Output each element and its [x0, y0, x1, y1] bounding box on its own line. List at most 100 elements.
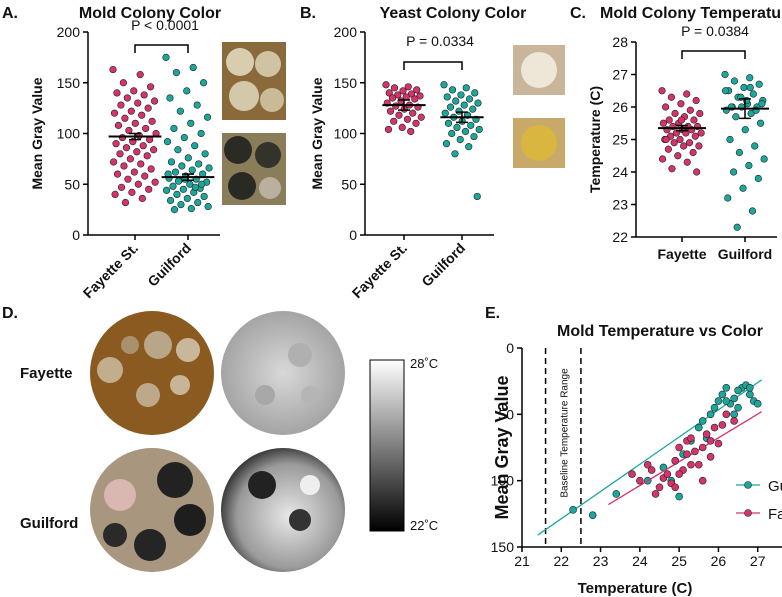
x-axis-label: Temperature (C) [578, 580, 693, 597]
x-tick-label: 27 [750, 553, 766, 569]
row-label: Guilford [20, 515, 78, 532]
data-point [137, 160, 145, 168]
data-point [740, 83, 748, 92]
data-point [166, 94, 174, 102]
y-axis-label: Temperature (C) [587, 86, 603, 193]
data-point [200, 192, 208, 201]
data-point [384, 125, 393, 134]
data-point [668, 165, 676, 173]
data-point [718, 421, 727, 429]
error-bar [129, 132, 141, 141]
data-point [453, 123, 461, 132]
data-point [724, 194, 732, 202]
data-point [760, 155, 768, 163]
data-point [191, 142, 199, 150]
chart-title: Yeast Colony Color [380, 5, 527, 22]
data-point [194, 198, 202, 207]
data-point [730, 417, 738, 425]
data-point [199, 79, 208, 87]
data-point [469, 105, 477, 113]
legend-label: Fayette [768, 506, 782, 523]
data-point [131, 119, 139, 127]
data-point [658, 155, 667, 163]
data-point [117, 183, 126, 191]
data-point [189, 63, 197, 72]
baseline-label: Baseline Temperature Range [559, 368, 570, 498]
data-point [461, 127, 470, 136]
data-point [407, 90, 416, 98]
data-point [675, 443, 683, 452]
annotation: P < 0.0001 [131, 17, 199, 33]
data-point [702, 430, 711, 439]
data-point [710, 403, 719, 412]
data-point [411, 95, 419, 103]
y-tick-label: 50 [64, 176, 80, 192]
data-point [184, 154, 192, 162]
data-point [676, 135, 684, 144]
data-point [670, 139, 678, 147]
y-tick-label: 27 [612, 67, 628, 83]
data-point [412, 119, 420, 127]
chart-title: Mold Colony Temperature [600, 5, 782, 22]
data-point [174, 146, 182, 154]
data-point [746, 383, 754, 392]
thermal-image [221, 448, 345, 572]
y-tick-label: 100 [334, 126, 358, 142]
data-point [407, 127, 415, 136]
data-point [655, 483, 664, 492]
data-point [119, 79, 127, 87]
data-point [404, 83, 412, 91]
data-point [694, 423, 703, 432]
y-tick-label: 0 [349, 227, 357, 243]
y-tick-label: 22 [612, 229, 628, 245]
data-point [693, 168, 701, 176]
data-point [734, 403, 742, 412]
y-tick-label: 200 [57, 24, 81, 40]
legend-marker [744, 481, 752, 489]
data-point [121, 114, 129, 122]
panel-label: A. [2, 5, 18, 22]
error-bar [456, 111, 468, 124]
data-point [730, 77, 739, 85]
data-point [756, 119, 765, 127]
y-tick-label: 50 [341, 176, 357, 192]
photo [222, 133, 286, 205]
data-point [465, 95, 474, 103]
data-point [417, 113, 425, 121]
data-point [448, 86, 457, 94]
data-point [109, 158, 118, 166]
data-point [706, 437, 715, 445]
data-point [186, 180, 194, 188]
data-point [721, 87, 730, 95]
data-point [448, 129, 456, 138]
data-point [116, 150, 124, 158]
data-point [674, 152, 682, 160]
data-point [147, 165, 155, 173]
data-point [388, 94, 397, 102]
data-point [741, 126, 749, 134]
data-point [456, 135, 464, 144]
data-point [734, 386, 742, 395]
data-point [150, 97, 159, 105]
data-point [126, 155, 134, 163]
data-point [667, 93, 676, 101]
y-tick-label: 0 [506, 340, 514, 356]
data-point [442, 140, 451, 148]
data-point [122, 144, 131, 152]
data-point [416, 92, 424, 100]
data-point [114, 121, 123, 129]
data-point [451, 150, 459, 158]
y-tick-label: 23 [612, 197, 628, 213]
data-point [680, 142, 688, 150]
data-point [117, 101, 125, 109]
data-point [758, 100, 766, 108]
color-scale [369, 359, 405, 532]
data-point [143, 152, 151, 160]
row-label: Fayette [20, 365, 73, 382]
data-point [732, 113, 740, 121]
data-point [130, 87, 138, 95]
data-point [150, 146, 158, 154]
data-point [691, 132, 699, 140]
y-tick-label: 24 [612, 164, 628, 180]
